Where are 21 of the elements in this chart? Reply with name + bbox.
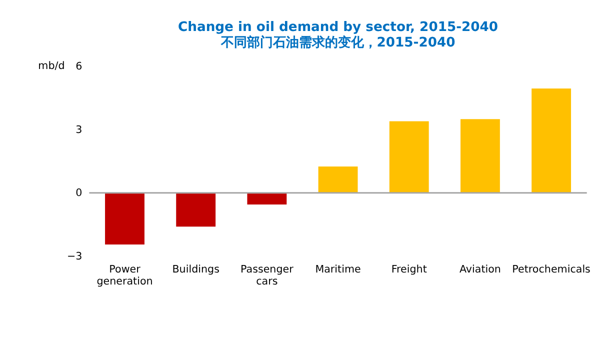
x-tick-label: Passenger cars <box>240 264 294 288</box>
y-tick-label: −3 <box>66 250 82 262</box>
y-tick-label: 3 <box>76 124 82 136</box>
chart-subtitle: 不同部门石油需求的变化，2015-2040 <box>220 34 456 51</box>
x-tick-label: Maritime <box>315 264 361 276</box>
bar <box>318 166 358 193</box>
bar <box>532 88 572 193</box>
x-tick-label: Petrochemicals <box>512 264 590 276</box>
x-tick-label: Power generation <box>96 264 153 288</box>
x-tick-label: Aviation <box>459 264 501 276</box>
bar <box>105 192 144 245</box>
bar <box>247 192 287 204</box>
y-tick-label: 0 <box>76 187 82 200</box>
y-tick-label: 6 <box>76 60 82 73</box>
x-tick-label: Buildings <box>172 264 220 276</box>
chart-title: Change in oil demand by sector, 2015-2040 <box>178 20 498 35</box>
bar <box>176 192 216 227</box>
x-tick-label: Freight <box>391 264 427 276</box>
bar <box>389 121 429 193</box>
bar <box>460 119 500 193</box>
y-axis-title: mb/d <box>38 60 65 72</box>
